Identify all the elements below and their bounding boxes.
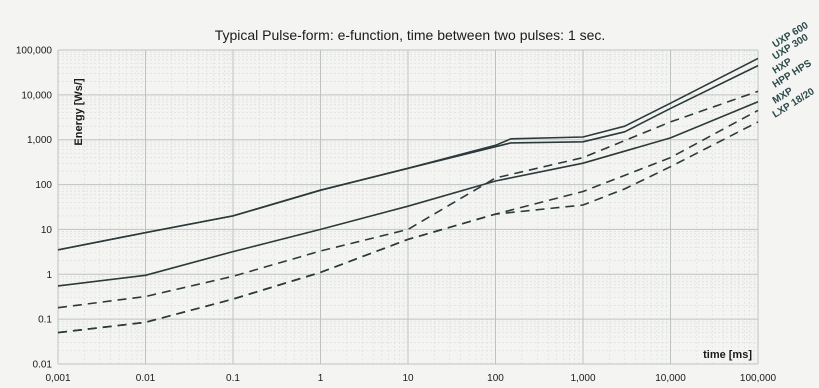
x-tick-label: 100 xyxy=(487,373,504,384)
x-tick-label: 10 xyxy=(402,373,414,384)
y-tick-label: 0.01 xyxy=(33,360,53,371)
tick-labels: 0,001 0.01 0.1 1 10 100 1,000 10,000 100,000 0.01… xyxy=(16,46,777,385)
y-tick-label: 0.1 xyxy=(38,315,52,326)
x-tick-label: 10,000 xyxy=(655,373,686,384)
series-line xyxy=(57,101,759,287)
x-axis-label: time [ms] xyxy=(703,349,752,361)
y-tick-label: 100,000 xyxy=(16,46,53,57)
x-tick-label: 1,000 xyxy=(570,373,595,384)
y-tick-label: 1,000 xyxy=(27,135,52,146)
y-tick-label: 1 xyxy=(46,270,52,281)
y-tick-label: 10 xyxy=(41,225,53,236)
chart-title: Typical Pulse-form: e-function, time bet… xyxy=(215,27,606,43)
y-axis-label: Energy [Ws/] xyxy=(73,78,85,146)
series-line xyxy=(57,64,759,251)
x-tick-label: 0,001 xyxy=(45,373,70,384)
x-tick-label: 0.01 xyxy=(136,373,156,384)
series-line xyxy=(57,121,759,334)
y-tick-label: 10,000 xyxy=(21,90,52,101)
x-tick-label: 100,000 xyxy=(740,373,777,384)
grid xyxy=(57,49,759,365)
y-tick-label: 100 xyxy=(35,180,52,191)
x-tick-label: 0.1 xyxy=(226,373,240,384)
x-tick-label: 1 xyxy=(318,373,324,384)
series-lines xyxy=(57,57,759,334)
